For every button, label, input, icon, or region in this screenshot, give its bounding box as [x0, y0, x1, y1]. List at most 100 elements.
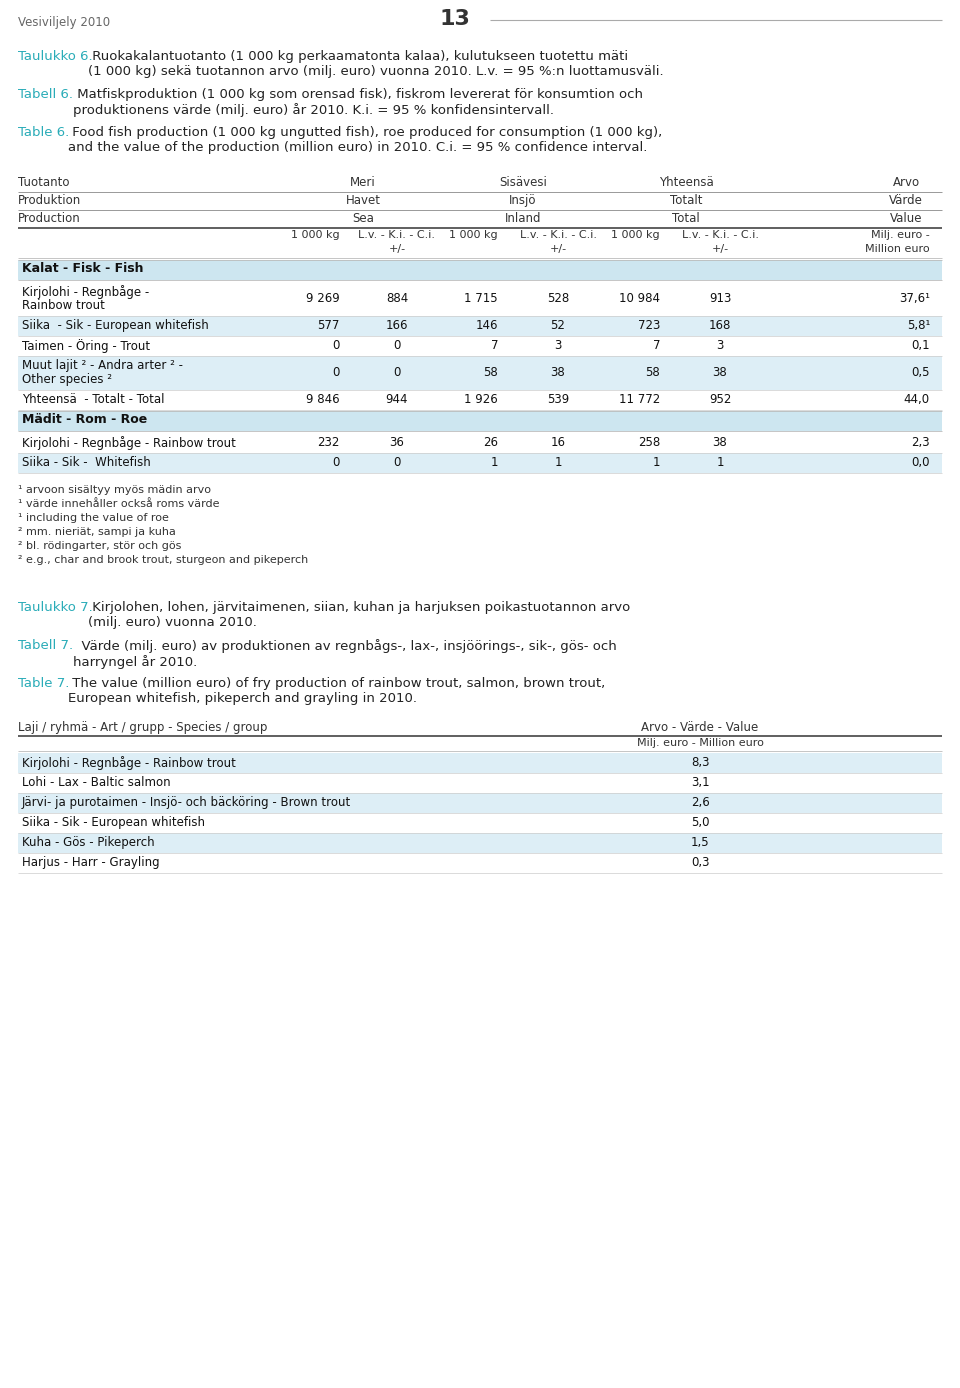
Text: 8,3: 8,3: [691, 756, 709, 769]
Text: 13: 13: [440, 8, 470, 29]
Text: Milj. euro - Million euro: Milj. euro - Million euro: [636, 738, 763, 748]
Text: Taimen - Öring - Trout: Taimen - Öring - Trout: [22, 339, 150, 353]
Text: 37,6¹: 37,6¹: [899, 291, 930, 305]
Text: 52: 52: [551, 319, 565, 332]
Text: L.v. - K.i. - C.i.: L.v. - K.i. - C.i.: [358, 230, 436, 240]
Text: Lohi - Lax - Baltic salmon: Lohi - Lax - Baltic salmon: [22, 776, 171, 788]
Text: 528: 528: [547, 291, 569, 305]
Text: 0: 0: [394, 366, 400, 379]
Text: ² mm. nieriät, sampi ja kuha: ² mm. nieriät, sampi ja kuha: [18, 527, 176, 537]
Text: 0: 0: [332, 339, 340, 353]
Text: The value (million euro) of fry production of rainbow trout, salmon, brown trout: The value (million euro) of fry producti…: [68, 677, 605, 705]
Text: ² bl. rödingarter, stör och gös: ² bl. rödingarter, stör och gös: [18, 541, 181, 551]
Text: Yhteensä  - Totalt - Total: Yhteensä - Totalt - Total: [22, 393, 164, 407]
Bar: [18, 754, 942, 773]
Text: 1 715: 1 715: [465, 291, 498, 305]
Text: Ruokakalantuotanto (1 000 kg perkaamatonta kalaa), kulutukseen tuotettu mäti
(1 : Ruokakalantuotanto (1 000 kg perkaamaton…: [88, 50, 663, 78]
Text: Järvi- ja purotaimen - Insjö- och bäcköring - Brown trout: Järvi- ja purotaimen - Insjö- och bäckör…: [22, 795, 351, 809]
Text: +/-: +/-: [389, 244, 405, 254]
Text: Milj. euro -: Milj. euro -: [872, 230, 930, 240]
Text: Havet: Havet: [346, 194, 380, 207]
Text: Kirjolohi - Regnbåge - Rainbow trout: Kirjolohi - Regnbåge - Rainbow trout: [22, 756, 236, 770]
Text: 168: 168: [708, 319, 732, 332]
Text: 0: 0: [332, 457, 340, 469]
Text: 952: 952: [708, 393, 732, 407]
Text: Insjö: Insjö: [509, 194, 537, 207]
Text: 944: 944: [386, 393, 408, 407]
Text: ¹ arvoon sisältyy myös mädin arvo: ¹ arvoon sisältyy myös mädin arvo: [18, 484, 211, 496]
Text: 0,0: 0,0: [911, 457, 930, 469]
Text: 539: 539: [547, 393, 569, 407]
Text: 1: 1: [554, 457, 562, 469]
Text: Sea: Sea: [352, 212, 374, 225]
Text: Meri: Meri: [350, 176, 376, 189]
Text: Tabell 7.: Tabell 7.: [18, 638, 73, 652]
Bar: [18, 260, 942, 280]
Text: ¹ including the value of roe: ¹ including the value of roe: [18, 514, 169, 523]
Text: 0: 0: [394, 339, 400, 353]
Text: Muut lajit ² - Andra arter ² -: Muut lajit ² - Andra arter ² -: [22, 359, 183, 372]
Bar: [18, 793, 942, 813]
Bar: [18, 355, 942, 390]
Bar: [18, 316, 942, 336]
Text: Arvo: Arvo: [893, 176, 920, 189]
Text: Table 7.: Table 7.: [18, 677, 69, 690]
Text: 0,3: 0,3: [691, 856, 709, 869]
Text: 9 269: 9 269: [306, 291, 340, 305]
Text: 36: 36: [390, 436, 404, 448]
Text: Tabell 6.: Tabell 6.: [18, 87, 73, 101]
Text: 0,5: 0,5: [911, 366, 930, 379]
Text: Kirjolohi - Regnbåge -: Kirjolohi - Regnbåge -: [22, 285, 149, 298]
Text: Rainbow trout: Rainbow trout: [22, 298, 105, 312]
Text: Matfiskproduktion (1 000 kg som orensad fisk), fiskrom levererat för konsumtion : Matfiskproduktion (1 000 kg som orensad …: [73, 87, 643, 117]
Text: Taulukko 7.: Taulukko 7.: [18, 601, 93, 613]
Text: 1 926: 1 926: [465, 393, 498, 407]
Text: 1: 1: [491, 457, 498, 469]
Text: 166: 166: [386, 319, 408, 332]
Text: 58: 58: [483, 366, 498, 379]
Text: 2,3: 2,3: [911, 436, 930, 448]
Text: 10 984: 10 984: [619, 291, 660, 305]
Text: Siika - Sik -  Whitefish: Siika - Sik - Whitefish: [22, 457, 151, 469]
Text: 38: 38: [712, 436, 728, 448]
Text: Yhteensä: Yhteensä: [659, 176, 713, 189]
Text: 884: 884: [386, 291, 408, 305]
Text: Laji / ryhmä - Art / grupp - Species / group: Laji / ryhmä - Art / grupp - Species / g…: [18, 720, 268, 734]
Text: Produktion: Produktion: [18, 194, 82, 207]
Text: Million euro: Million euro: [865, 244, 930, 254]
Text: L.v. - K.i. - C.i.: L.v. - K.i. - C.i.: [682, 230, 758, 240]
Bar: [18, 411, 942, 432]
Text: Siika  - Sik - European whitefish: Siika - Sik - European whitefish: [22, 319, 208, 332]
Text: Värde (milj. euro) av produktionen av regnbågs-, lax-, insjöörings-, sik-, gös- : Värde (milj. euro) av produktionen av re…: [73, 638, 616, 669]
Text: 11 772: 11 772: [619, 393, 660, 407]
Text: Sisävesi: Sisävesi: [499, 176, 547, 189]
Text: 913: 913: [708, 291, 732, 305]
Text: ¹ värde innehåller också roms värde: ¹ värde innehåller också roms värde: [18, 500, 220, 509]
Text: 38: 38: [551, 366, 565, 379]
Text: 232: 232: [318, 436, 340, 448]
Text: ² e.g., char and brook trout, sturgeon and pikeperch: ² e.g., char and brook trout, sturgeon a…: [18, 555, 308, 565]
Text: Taulukko 6.: Taulukko 6.: [18, 50, 92, 62]
Text: Kalat - Fisk - Fish: Kalat - Fisk - Fish: [22, 262, 143, 275]
Text: Mädit - Rom - Roe: Mädit - Rom - Roe: [22, 414, 147, 426]
Text: 0: 0: [394, 457, 400, 469]
Text: Inland: Inland: [505, 212, 541, 225]
Text: 44,0: 44,0: [904, 393, 930, 407]
Text: Other species ²: Other species ²: [22, 373, 112, 386]
Text: +/-: +/-: [549, 244, 566, 254]
Text: 38: 38: [712, 366, 728, 379]
Text: Total: Total: [672, 212, 700, 225]
Text: 3: 3: [554, 339, 562, 353]
Text: 0,1: 0,1: [911, 339, 930, 353]
Bar: [18, 452, 942, 473]
Text: 258: 258: [637, 436, 660, 448]
Text: 0: 0: [332, 366, 340, 379]
Text: Production: Production: [18, 212, 81, 225]
Text: Totalt: Totalt: [670, 194, 703, 207]
Bar: [18, 833, 942, 854]
Text: 5,0: 5,0: [691, 816, 709, 829]
Text: 3,1: 3,1: [690, 776, 709, 788]
Text: Food fish production (1 000 kg ungutted fish), roe produced for consumption (1 0: Food fish production (1 000 kg ungutted …: [68, 126, 662, 154]
Text: 7: 7: [653, 339, 660, 353]
Text: Arvo - Värde - Value: Arvo - Värde - Value: [641, 720, 758, 734]
